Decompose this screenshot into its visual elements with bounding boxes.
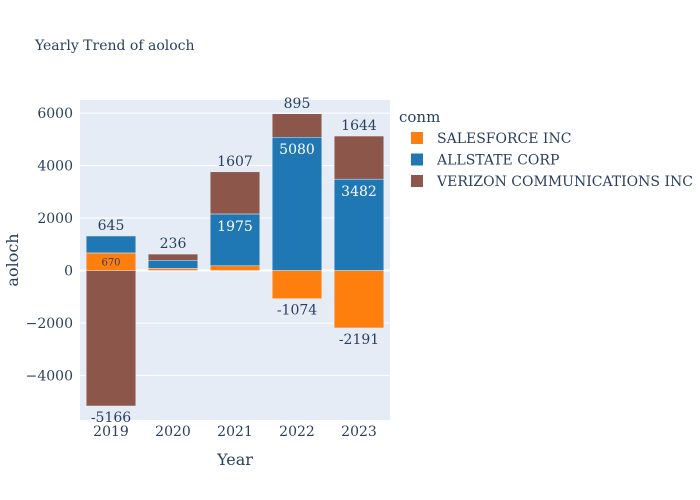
bar-verizon-communications-inc-2019 bbox=[85, 270, 137, 407]
legend-entry-label: ALLSTATE CORP bbox=[436, 153, 559, 169]
y-tick-label: 0 bbox=[64, 263, 73, 279]
bar-allstate-corp-2020 bbox=[147, 260, 199, 269]
legend-entry-label: SALESFORCE INC bbox=[437, 131, 571, 147]
bar-data-label: -2191 bbox=[339, 332, 379, 348]
bar-data-label: -1074 bbox=[277, 303, 317, 319]
legend: conm SALESFORCE INC ALLSTATE CORP VERIZON … bbox=[399, 108, 693, 190]
x-tick-label: 2020 bbox=[155, 424, 191, 440]
y-tick-label: −2000 bbox=[26, 316, 73, 332]
legend-swatch bbox=[411, 132, 423, 144]
bar-data-label: 895 bbox=[284, 96, 311, 112]
bars bbox=[85, 113, 385, 407]
bar-verizon-communications-inc-2023 bbox=[333, 135, 385, 180]
bar-verizon-communications-inc-2020 bbox=[147, 253, 199, 261]
y-tick-label: 2000 bbox=[37, 211, 73, 227]
y-axis-title: aoloch bbox=[3, 233, 22, 286]
x-tick-label: 2019 bbox=[93, 424, 129, 440]
x-tick-labels: 2019 2020 2021 2022 2023 bbox=[93, 424, 377, 440]
x-axis-title: Year bbox=[216, 450, 253, 469]
legend-entry-label: VERIZON COMMUNICATIONS INC bbox=[436, 174, 693, 190]
bar-data-label: 1975 bbox=[217, 219, 253, 235]
y-tick-label: 6000 bbox=[37, 106, 73, 122]
bar-data-label: 3482 bbox=[341, 184, 377, 200]
bar-verizon-communications-inc-2021 bbox=[209, 171, 261, 215]
bar-salesforce-inc-2022 bbox=[271, 270, 323, 299]
x-tick-label: 2023 bbox=[341, 424, 377, 440]
bar-data-label: 1644 bbox=[341, 118, 377, 134]
bar-allstate-corp-2019 bbox=[85, 235, 137, 254]
bar-data-label: 5080 bbox=[279, 142, 315, 158]
legend-swatch bbox=[411, 153, 423, 166]
y-tick-labels: −4000 −2000 0 2000 4000 6000 bbox=[26, 106, 73, 384]
legend-title: conm bbox=[399, 108, 440, 126]
bar-data-label: 1607 bbox=[217, 154, 253, 170]
bar-verizon-communications-inc-2022 bbox=[271, 113, 323, 138]
chart-title: Yearly Trend of aoloch bbox=[34, 38, 195, 54]
bar-data-label: 670 bbox=[101, 258, 120, 269]
bar-allstate-corp-2022 bbox=[271, 136, 323, 271]
legend-swatch bbox=[411, 175, 423, 187]
bar-data-label: 645 bbox=[98, 218, 125, 234]
y-tick-label: −4000 bbox=[26, 368, 73, 384]
bar-salesforce-inc-2020 bbox=[147, 268, 199, 271]
x-tick-label: 2021 bbox=[217, 424, 253, 440]
bar-allstate-corp-2021 bbox=[209, 213, 261, 267]
bar-data-label: 236 bbox=[160, 236, 187, 252]
bar-salesforce-inc-2023 bbox=[333, 270, 385, 329]
bar-salesforce-inc-2021 bbox=[209, 265, 261, 271]
x-tick-label: 2022 bbox=[279, 424, 315, 440]
y-tick-label: 4000 bbox=[37, 159, 73, 175]
bar-data-label: -5166 bbox=[91, 410, 131, 426]
bar-labels: 670 645 -5166 236 1975 1607 -1074 5080 895 -2191 3… bbox=[91, 96, 379, 426]
bar-allstate-corp-2023 bbox=[333, 178, 385, 271]
